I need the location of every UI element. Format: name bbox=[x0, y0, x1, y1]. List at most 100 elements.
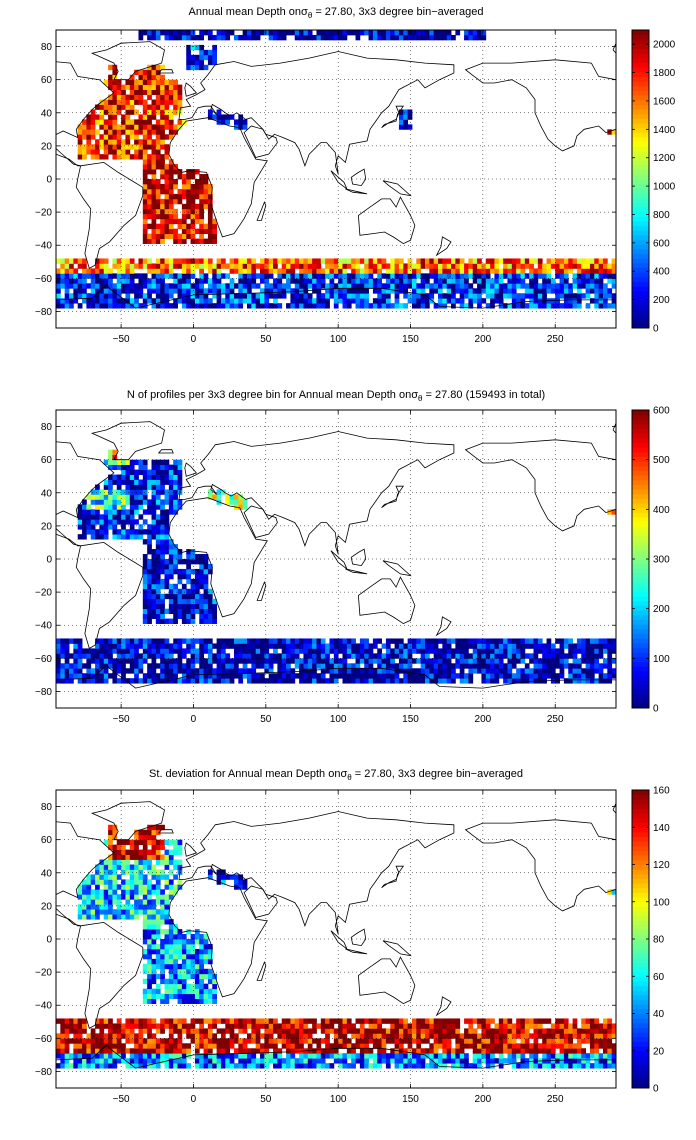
heatmap-cell bbox=[429, 298, 435, 304]
heatmap-cell bbox=[138, 129, 144, 135]
heatmap-cell bbox=[125, 879, 131, 885]
heatmap-cell bbox=[190, 583, 196, 590]
heatmap-cell bbox=[585, 653, 591, 659]
heatmap-cell bbox=[186, 588, 191, 595]
heatmap-cell bbox=[255, 283, 261, 289]
heatmap-cell bbox=[177, 859, 183, 865]
heatmap-cell bbox=[390, 34, 396, 41]
heatmap-cell bbox=[442, 303, 448, 309]
heatmap-cell bbox=[346, 1028, 352, 1034]
heatmap-cell bbox=[125, 263, 131, 269]
heatmap-cell bbox=[260, 1043, 265, 1049]
heatmap-cell bbox=[286, 283, 291, 289]
heatmap-cell bbox=[351, 268, 356, 274]
heatmap-cell bbox=[394, 278, 400, 284]
heatmap-cell bbox=[147, 854, 152, 860]
heatmap-cell bbox=[112, 869, 118, 875]
heatmap-cell bbox=[173, 459, 178, 466]
heatmap-cell bbox=[550, 663, 556, 669]
heatmap-cell bbox=[251, 34, 257, 41]
heatmap-cell bbox=[372, 283, 378, 289]
heatmap-cell bbox=[173, 208, 178, 215]
heatmap-cell bbox=[220, 653, 226, 659]
heatmap-cell bbox=[60, 1063, 66, 1069]
heatmap-cell bbox=[177, 99, 183, 105]
heatmap-cell bbox=[229, 114, 235, 120]
heatmap-cell bbox=[134, 879, 139, 885]
heatmap-cell bbox=[112, 94, 118, 100]
heatmap-cell bbox=[229, 30, 235, 36]
heatmap-cell bbox=[607, 638, 613, 644]
heatmap-cell bbox=[403, 119, 409, 125]
heatmap-cell bbox=[477, 293, 482, 299]
heatmap-cell bbox=[125, 109, 131, 115]
heatmap-cell bbox=[142, 469, 148, 475]
heatmap-cell bbox=[233, 1048, 239, 1054]
heatmap-cell bbox=[516, 678, 521, 684]
heatmap-cell bbox=[90, 673, 96, 679]
heatmap-cell bbox=[112, 99, 118, 105]
heatmap-cell bbox=[407, 663, 413, 669]
heatmap-cell bbox=[138, 899, 144, 905]
heatmap-cell bbox=[168, 484, 174, 490]
heatmap-cell bbox=[446, 278, 452, 284]
heatmap-cell bbox=[446, 638, 452, 644]
heatmap-cell bbox=[147, 559, 152, 565]
heatmap-cell bbox=[207, 203, 213, 210]
heatmap-cell bbox=[142, 648, 148, 654]
coastline bbox=[168, 497, 268, 618]
heatmap-cell bbox=[229, 293, 235, 299]
heatmap-cell bbox=[329, 293, 335, 299]
heatmap-cell bbox=[147, 829, 152, 836]
y-tick-label: −40 bbox=[35, 621, 52, 632]
heatmap-cell bbox=[355, 268, 361, 274]
colorbar-segment bbox=[632, 470, 649, 476]
heatmap-cell bbox=[155, 958, 161, 965]
heatmap-cell bbox=[307, 283, 313, 289]
heatmap-cell bbox=[494, 263, 500, 269]
heatmap-cell bbox=[164, 1063, 170, 1069]
heatmap-cell bbox=[290, 1023, 296, 1029]
heatmap-cell bbox=[181, 958, 187, 965]
heatmap-cell bbox=[537, 638, 543, 644]
heatmap-cell bbox=[116, 149, 122, 155]
y-tick-label: −80 bbox=[35, 687, 52, 698]
heatmap-cell bbox=[273, 1048, 278, 1054]
heatmap-cell bbox=[90, 648, 96, 654]
heatmap-cell bbox=[95, 1048, 100, 1054]
heatmap-cell bbox=[173, 993, 178, 999]
heatmap-cell bbox=[164, 534, 170, 540]
colorbar-segment bbox=[632, 104, 649, 110]
heatmap-cell bbox=[216, 869, 222, 875]
heatmap-cell bbox=[177, 968, 183, 975]
heatmap-cell bbox=[346, 293, 352, 299]
heatmap-cell bbox=[147, 578, 152, 585]
heatmap-cell bbox=[121, 119, 126, 125]
heatmap-cell bbox=[151, 563, 157, 570]
heatmap-cell bbox=[160, 464, 165, 470]
heatmap-cell bbox=[416, 34, 422, 41]
heatmap-cell bbox=[207, 233, 213, 239]
heatmap-cell bbox=[398, 638, 404, 644]
heatmap-cell bbox=[346, 673, 352, 679]
heatmap-cell bbox=[273, 1028, 278, 1034]
heatmap-cell bbox=[121, 154, 126, 160]
heatmap-cell bbox=[416, 303, 422, 309]
heatmap-cell bbox=[138, 1038, 144, 1044]
heatmap-cell bbox=[225, 1063, 231, 1069]
heatmap-cell bbox=[207, 943, 213, 950]
heatmap-cell bbox=[112, 139, 118, 145]
heatmap-cell bbox=[99, 869, 105, 875]
heatmap-cell bbox=[338, 1038, 343, 1044]
heatmap-cell bbox=[168, 568, 174, 575]
heatmap-cell bbox=[537, 648, 543, 654]
heatmap-cell bbox=[303, 1053, 309, 1059]
heatmap-cell bbox=[316, 283, 322, 289]
heatmap-cell bbox=[164, 1048, 170, 1054]
heatmap-cell bbox=[99, 889, 105, 895]
heatmap-cell bbox=[73, 653, 79, 659]
heatmap-cell bbox=[112, 89, 118, 95]
heatmap-cell bbox=[203, 603, 209, 610]
heatmap-cell bbox=[181, 559, 187, 565]
heatmap-cell bbox=[264, 1053, 270, 1059]
